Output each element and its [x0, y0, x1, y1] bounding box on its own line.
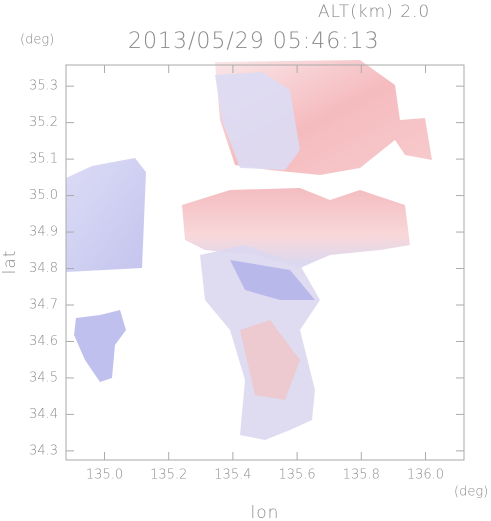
y-tick-label: 34.3 — [29, 443, 58, 458]
chart-title: 2013/05/29 05:46:13 — [128, 29, 380, 54]
y-axis-label: lat — [0, 250, 20, 275]
y-unit: (deg) — [20, 33, 54, 48]
y-tick-label: 34.8 — [29, 261, 58, 276]
y-tick-label: 35.0 — [29, 188, 58, 203]
y-tick-label: 34.6 — [29, 334, 58, 349]
plot-frame — [65, 64, 465, 461]
echo-region — [230, 260, 315, 300]
y-tick-label: 35.3 — [29, 79, 58, 94]
x-axis-label: lon — [251, 503, 280, 521]
x-tick-label: 135.8 — [343, 468, 380, 483]
y-tick-label: 34.7 — [29, 297, 58, 312]
echo-region — [215, 72, 300, 170]
x-tick-label: 136.0 — [407, 468, 444, 483]
y-tick-label: 34.4 — [29, 407, 58, 422]
x-tick-label: 135.0 — [86, 468, 123, 483]
echo-field — [66, 60, 432, 440]
y-tick-label: 35.2 — [29, 115, 58, 130]
echo-region — [66, 158, 146, 272]
y-tick-label: 35.1 — [29, 152, 58, 167]
y-tick-label: 34.5 — [29, 370, 58, 385]
echo-region — [240, 320, 300, 400]
x-tick-label: 135.6 — [278, 468, 315, 483]
y-tick-label: 34.9 — [29, 225, 58, 240]
x-tick-label: 135.4 — [214, 468, 251, 483]
x-unit: (deg) — [454, 485, 488, 500]
echo-region — [74, 310, 126, 382]
altitude-label: ALT(km) 2.0 — [318, 2, 430, 22]
x-tick-label: 135.2 — [150, 468, 187, 483]
